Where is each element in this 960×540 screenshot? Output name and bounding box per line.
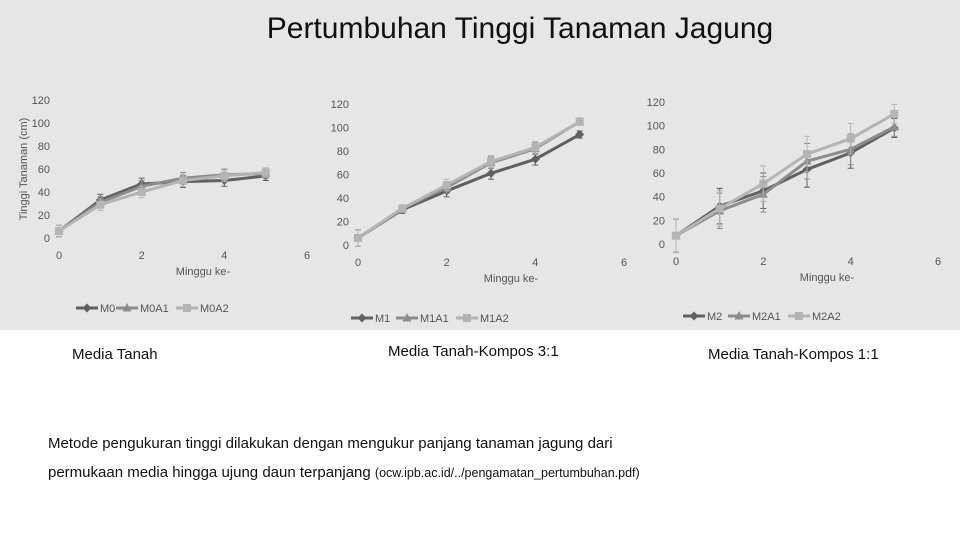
data-point-M2A2: [715, 204, 724, 213]
legend-label: M0: [100, 303, 115, 315]
x-axis-label: Minggu ke-: [484, 273, 539, 285]
legend-label: M0A2: [200, 303, 229, 315]
data-point-M2A2: [890, 109, 899, 118]
y-tick-label: 100: [331, 123, 349, 135]
data-point-M2A2: [803, 150, 811, 159]
series-line-M2: [675, 126, 896, 237]
series-line-M0A2: [58, 170, 266, 233]
legend-marker: [357, 313, 367, 323]
data-point-M1A2: [398, 204, 407, 213]
y-tick-label: 60: [337, 170, 349, 182]
legend-label: M2A1: [752, 311, 781, 323]
data-point-M1: [530, 154, 540, 164]
page-title: Pertumbuhan Tinggi Tanaman Jagung: [266, 12, 774, 45]
legend-marker: [82, 303, 92, 313]
legend-marker: [689, 311, 699, 321]
y-tick-label: 80: [337, 146, 349, 158]
series-line-M2A2: [675, 112, 896, 237]
data-point-M2A2: [672, 231, 680, 240]
data-point-M1A2: [442, 181, 451, 190]
data-point-M0A2: [96, 200, 105, 209]
y-tick-label: 60: [653, 168, 665, 180]
x-tick-label: 2: [444, 257, 450, 269]
x-tick-label: 6: [304, 250, 310, 262]
legend-marker: [402, 313, 412, 322]
legend-marker: [795, 312, 803, 320]
legend-label: M1A1: [420, 313, 449, 325]
y-tick-label: 120: [647, 97, 665, 109]
caption-media-tanah-kompos-3-1: Media Tanah-Kompos 3:1: [388, 343, 559, 360]
legend-label: M2: [707, 311, 722, 323]
data-point-M0A1: [137, 181, 147, 190]
caption-media-tanah-kompos-1-1: Media Tanah-Kompos 1:1: [708, 346, 879, 363]
y-axis-label: Tinggi Tanaman (cm): [18, 118, 30, 221]
y-tick-label: 100: [647, 121, 665, 133]
x-tick-label: 4: [532, 257, 538, 269]
y-tick-label: 100: [32, 118, 50, 130]
legend-marker: [463, 314, 471, 322]
legend-label: M0A1: [140, 303, 169, 315]
y-tick-label: 60: [38, 164, 50, 176]
x-tick-label: 4: [848, 256, 854, 268]
method-note-line-2: permukaan media hingga ujung daun terpan…: [48, 464, 640, 481]
method-note-text: permukaan media hingga ujung daun terpan…: [48, 464, 375, 481]
y-tick-label: 0: [659, 239, 665, 251]
y-tick-label: 120: [32, 95, 50, 107]
y-tick-label: 20: [653, 215, 665, 227]
y-tick-label: 120: [331, 99, 349, 111]
x-tick-label: 4: [221, 250, 227, 262]
legend-label: M1: [375, 313, 390, 325]
legend-marker: [122, 303, 132, 312]
data-point-M1A2: [575, 117, 584, 126]
x-axis-label: Minggu ke-: [800, 272, 855, 284]
y-tick-label: 40: [337, 193, 349, 205]
data-point-M0A2: [55, 227, 63, 236]
series-line-M2A1: [675, 125, 896, 238]
y-tick-label: 0: [343, 240, 349, 252]
data-point-M2A2: [759, 179, 768, 188]
data-point-M0A2: [261, 168, 270, 177]
legend-label: M1A2: [480, 313, 509, 325]
data-point-M0A2: [220, 171, 229, 180]
y-tick-label: 20: [38, 210, 50, 222]
method-note-line-1: Metode pengukuran tinggi dilakukan denga…: [48, 435, 613, 452]
data-point-M0A2: [137, 188, 146, 196]
data-point-M0A2: [179, 176, 187, 185]
caption-media-tanah: Media Tanah: [72, 346, 158, 363]
x-tick-label: 6: [621, 257, 627, 269]
x-tick-label: 2: [760, 256, 766, 268]
y-tick-label: 20: [337, 217, 349, 229]
method-note-source: (ocw.ipb.ac.id/../pengamatan_pertumbuhan…: [374, 466, 640, 480]
series-line-M1A2: [357, 120, 581, 240]
data-point-M2A2: [846, 134, 855, 143]
x-tick-label: 0: [673, 256, 679, 268]
y-tick-label: 40: [38, 187, 50, 199]
data-point-M1A2: [354, 233, 362, 242]
data-point-M1A2: [531, 143, 540, 152]
x-tick-label: 6: [935, 256, 941, 268]
legend-marker: [734, 311, 744, 320]
y-tick-label: 40: [653, 192, 665, 204]
x-tick-label: 0: [56, 250, 62, 262]
data-point-M1A2: [487, 157, 495, 166]
y-tick-label: 0: [44, 233, 50, 245]
data-point-M1: [486, 168, 496, 178]
x-tick-label: 2: [139, 250, 145, 262]
legend-marker: [183, 304, 191, 312]
y-tick-label: 80: [653, 144, 665, 156]
x-axis-label: Minggu ke-: [176, 266, 231, 278]
x-tick-label: 0: [355, 257, 361, 269]
y-tick-label: 80: [38, 141, 50, 153]
data-point-M2A1: [889, 121, 899, 131]
legend-label: M2A2: [812, 311, 841, 323]
data-point-M1: [575, 130, 585, 140]
